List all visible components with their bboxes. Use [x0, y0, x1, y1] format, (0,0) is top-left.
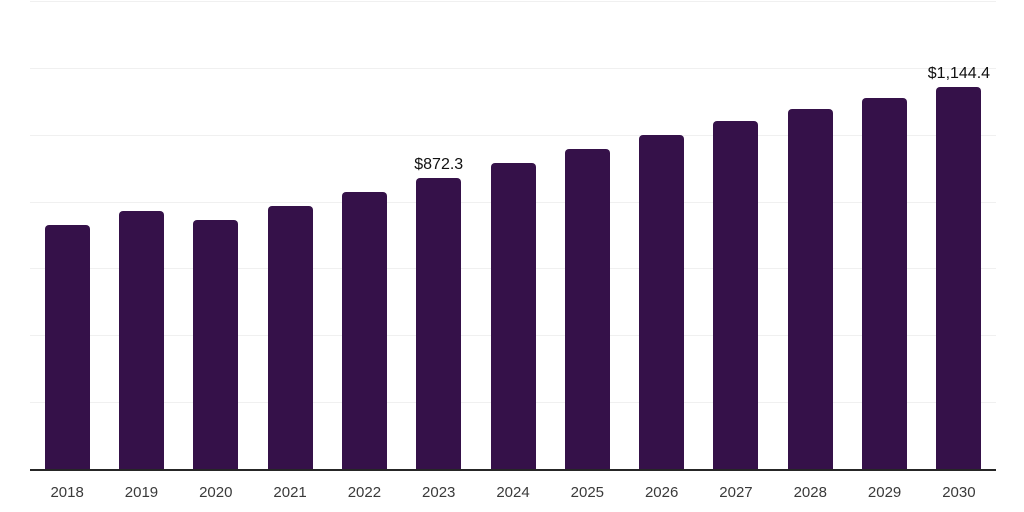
bar-2022 — [341, 191, 387, 470]
x-tick-label-2022: 2022 — [347, 484, 382, 501]
bar-2028 — [787, 108, 833, 470]
bar-slot-2024 — [476, 2, 550, 470]
bar-2019 — [118, 210, 164, 470]
bar-slot-2019 — [104, 2, 178, 470]
bar-2024 — [490, 163, 536, 470]
bar-slot-2022 — [327, 2, 401, 470]
gridline — [30, 1, 996, 2]
gridline — [30, 134, 996, 136]
bar-2029 — [862, 97, 908, 470]
bar-2030 — [936, 87, 982, 470]
bar-slot-2026 — [625, 2, 699, 470]
bar-slot-2020 — [179, 2, 253, 470]
x-tick-label-2019: 2019 — [124, 484, 159, 501]
x-tick-label-2020: 2020 — [199, 484, 233, 501]
x-tick-label-2027: 2027 — [719, 484, 753, 501]
bar-2025 — [564, 149, 610, 470]
bar-slot-2027 — [699, 2, 773, 470]
x-tick-label-2025: 2025 — [570, 484, 605, 501]
bars-row: $872.3 $1,144.4 — [30, 2, 996, 470]
x-tick-label-2026: 2026 — [644, 484, 679, 501]
bar-2027 — [713, 121, 759, 470]
x-tick-label-2029: 2029 — [867, 484, 902, 501]
bar-slot-2021 — [253, 2, 327, 470]
x-axis-labels: 2018 2019 2020 2021 2022 2023 2024 2025 2026 2027… — [30, 484, 996, 502]
bar-slot-2023: $872.3 — [402, 2, 476, 470]
bar-slot-2030: $1,144.4 — [922, 2, 996, 470]
x-tick-label-2021: 2021 — [273, 484, 307, 501]
bar-2018 — [44, 224, 90, 470]
x-tick-label-2030: 2030 — [942, 484, 976, 501]
x-axis-line — [30, 469, 996, 471]
bar-2020 — [193, 219, 239, 470]
x-tick-label-2028: 2028 — [793, 484, 827, 501]
bar-slot-2025 — [550, 2, 624, 470]
bar-slot-2028 — [773, 2, 847, 470]
bar-2023 — [416, 178, 462, 470]
gridline — [30, 67, 996, 69]
x-tick-label-2023: 2023 — [422, 484, 456, 501]
bar-2026 — [639, 135, 685, 470]
x-tick-label-2018: 2018 — [50, 484, 84, 501]
bar-value-label-2030: $1,144.4 — [927, 65, 991, 83]
bar-2021 — [267, 205, 313, 470]
bar-slot-2018 — [30, 2, 104, 470]
bar-value-label-2023: $872.3 — [414, 156, 464, 174]
plot-area: $872.3 $1,144.4 — [30, 1, 996, 471]
x-tick-label-2024: 2024 — [496, 484, 530, 501]
bar-slot-2029 — [847, 2, 921, 470]
